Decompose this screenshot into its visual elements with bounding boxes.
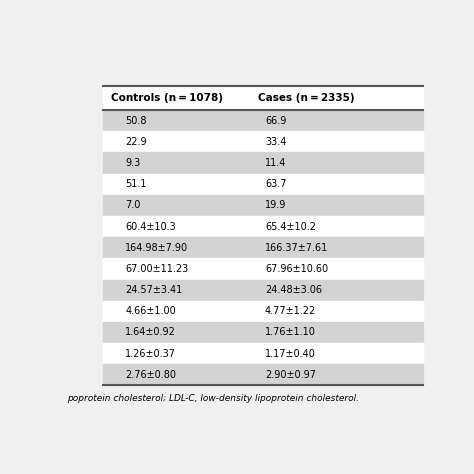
Bar	[103, 237, 423, 258]
Bar	[103, 364, 423, 385]
Text: 1.26±0.37: 1.26±0.37	[125, 348, 176, 359]
Bar	[103, 131, 423, 153]
Text: 63.7: 63.7	[265, 179, 287, 189]
Text: 51.1: 51.1	[125, 179, 147, 189]
Text: 1.64±0.92: 1.64±0.92	[125, 328, 176, 337]
Text: 4.77±1.22: 4.77±1.22	[265, 306, 316, 316]
Text: 66.9: 66.9	[265, 116, 286, 126]
Bar	[103, 110, 423, 131]
Text: Controls (n = 1078): Controls (n = 1078)	[110, 93, 223, 103]
Text: 166.37±7.61: 166.37±7.61	[265, 243, 328, 253]
Bar	[103, 301, 423, 322]
Text: 2.76±0.80: 2.76±0.80	[125, 370, 176, 380]
Text: 19.9: 19.9	[265, 201, 286, 210]
Text: 11.4: 11.4	[265, 158, 286, 168]
Text: Cases (n = 2335): Cases (n = 2335)	[258, 93, 355, 103]
Bar	[103, 173, 423, 195]
Text: 4.66±1.00: 4.66±1.00	[125, 306, 176, 316]
Bar	[103, 322, 423, 343]
Text: 50.8: 50.8	[125, 116, 147, 126]
Bar	[103, 86, 423, 385]
Bar	[103, 195, 423, 216]
Text: 1.76±1.10: 1.76±1.10	[265, 328, 316, 337]
Bar	[103, 280, 423, 301]
Bar	[103, 216, 423, 237]
Text: poprotein cholesterol; LDL-C, low-density lipoprotein cholesterol.: poprotein cholesterol; LDL-C, low-densit…	[66, 394, 359, 403]
Text: 1.17±0.40: 1.17±0.40	[265, 348, 316, 359]
Text: 164.98±7.90: 164.98±7.90	[125, 243, 189, 253]
Text: 22.9: 22.9	[125, 137, 147, 147]
Text: 7.0: 7.0	[125, 201, 141, 210]
Text: 33.4: 33.4	[265, 137, 286, 147]
Text: 9.3: 9.3	[125, 158, 141, 168]
Text: 2.90±0.97: 2.90±0.97	[265, 370, 316, 380]
Text: 24.57±3.41: 24.57±3.41	[125, 285, 182, 295]
Bar	[103, 153, 423, 173]
Text: 67.96±10.60: 67.96±10.60	[265, 264, 328, 274]
Text: 60.4±10.3: 60.4±10.3	[125, 221, 176, 232]
Text: 65.4±10.2: 65.4±10.2	[265, 221, 316, 232]
Bar	[103, 258, 423, 280]
Bar	[103, 343, 423, 364]
Text: 67.00±11.23: 67.00±11.23	[125, 264, 189, 274]
Text: 24.48±3.06: 24.48±3.06	[265, 285, 322, 295]
